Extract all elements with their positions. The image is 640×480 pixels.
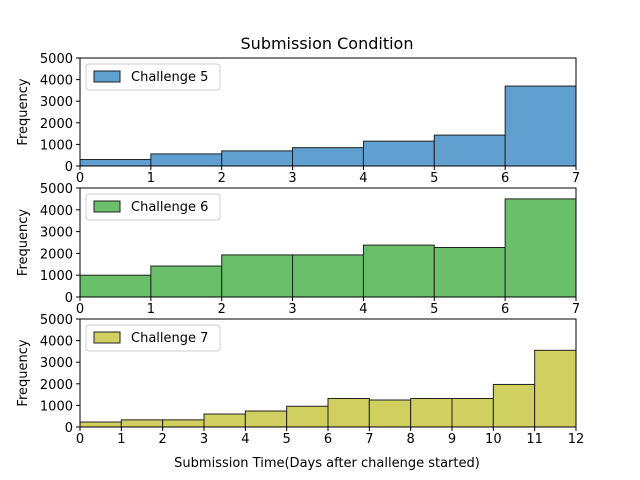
bar bbox=[292, 147, 364, 167]
y-tick-label: 2000 bbox=[40, 378, 73, 393]
legend-label: Challenge 5 bbox=[131, 70, 208, 85]
x-tick-label: 5 bbox=[430, 302, 438, 317]
y-tick-label: 0 bbox=[65, 160, 73, 175]
bar bbox=[433, 134, 506, 167]
legend-label: Challenge 6 bbox=[131, 200, 208, 215]
x-tick-label: 0 bbox=[76, 171, 84, 186]
bar bbox=[79, 274, 152, 298]
legend: Challenge 7 bbox=[85, 324, 221, 352]
bar bbox=[162, 419, 205, 428]
chart-title: Submission Condition bbox=[241, 34, 414, 53]
y-tick-label: 3000 bbox=[40, 356, 73, 371]
y-tick-label: 5000 bbox=[40, 182, 73, 197]
plot-frame bbox=[79, 57, 577, 167]
panel-challenge-7: 0 1 2 3 4 5 6 7 8 9 10 11 12010002000300040005000Fre… bbox=[16, 313, 584, 447]
x-tick-label: 4 bbox=[241, 432, 249, 447]
y-axis-label: Frequency bbox=[16, 78, 31, 145]
bar bbox=[410, 397, 453, 428]
x-tick-label: 2 bbox=[218, 302, 226, 317]
bar bbox=[362, 140, 435, 167]
bar bbox=[362, 244, 435, 298]
x-tick-label: 7 bbox=[572, 302, 580, 317]
bar bbox=[534, 349, 577, 428]
legend-swatch bbox=[93, 200, 121, 213]
bar bbox=[150, 153, 223, 167]
x-tick-label: 9 bbox=[448, 432, 456, 447]
x-tick-label: 6 bbox=[324, 432, 332, 447]
panels-group: 0 1 2 3 4 5 6 7010002000300040005000FrequencyCh… bbox=[16, 52, 584, 447]
y-tick-label: 1000 bbox=[40, 138, 73, 153]
legend-swatch bbox=[93, 331, 121, 344]
y-tick-label: 1000 bbox=[40, 399, 73, 414]
bar bbox=[368, 399, 412, 428]
x-tick-label: 1 bbox=[147, 302, 155, 317]
x-axis-label: Submission Time(Days after challenge sta… bbox=[174, 456, 480, 471]
x-tick-label: 12 bbox=[568, 432, 585, 447]
x-tick-label: 3 bbox=[288, 302, 296, 317]
bar bbox=[504, 85, 577, 167]
legend: Challenge 5 bbox=[85, 63, 221, 91]
x-tick-label: 8 bbox=[407, 432, 415, 447]
y-tick-label: 2000 bbox=[40, 117, 73, 132]
bar bbox=[244, 410, 288, 428]
legend-swatch bbox=[93, 70, 121, 83]
bar bbox=[221, 150, 294, 167]
y-tick-label: 4000 bbox=[40, 204, 73, 219]
x-tick-label: 11 bbox=[526, 432, 543, 447]
bar bbox=[79, 159, 152, 167]
y-tick-label: 0 bbox=[65, 421, 73, 436]
x-tick-label: 5 bbox=[283, 432, 291, 447]
x-tick-label: 3 bbox=[288, 171, 296, 186]
x-tick-label: 2 bbox=[159, 432, 167, 447]
x-tick-label: 3 bbox=[200, 432, 208, 447]
x-tick-label: 6 bbox=[501, 302, 509, 317]
bar bbox=[451, 397, 494, 428]
bar bbox=[221, 254, 294, 298]
x-tick-label: 0 bbox=[76, 432, 84, 447]
x-tick-label: 1 bbox=[147, 171, 155, 186]
bar bbox=[292, 254, 364, 298]
x-tick-label: 0 bbox=[76, 302, 84, 317]
y-tick-label: 2000 bbox=[40, 247, 73, 262]
bar bbox=[327, 397, 370, 428]
legend: Challenge 6 bbox=[85, 193, 221, 221]
x-tick-label: 7 bbox=[572, 171, 580, 186]
y-tick-label: 3000 bbox=[40, 226, 73, 241]
panel-challenge-6: 0 1 2 3 4 5 6 7 0 1000 2000 3000 4000 5000 Frequency Ch… bbox=[16, 182, 580, 317]
bar bbox=[79, 421, 122, 428]
x-tick-label: 10 bbox=[485, 432, 502, 447]
y-tick-label: 0 bbox=[65, 291, 73, 306]
y-tick-label: 4000 bbox=[40, 335, 73, 350]
plot-frame bbox=[79, 187, 577, 298]
x-tick-label: 1 bbox=[117, 432, 125, 447]
y-axis-label: Frequency bbox=[16, 339, 31, 406]
bar bbox=[504, 198, 577, 298]
panel-challenge-5: 0 1 2 3 4 5 6 7 0 1000 2000 3000 4000 5000 Frequency Ch… bbox=[16, 52, 580, 186]
y-tick-label: 3000 bbox=[40, 95, 73, 110]
x-tick-label: 7 bbox=[365, 432, 373, 447]
y-tick-label: 1000 bbox=[40, 269, 73, 284]
legend-label: Challenge 7 bbox=[131, 331, 208, 346]
y-tick-label: 5000 bbox=[40, 313, 73, 328]
bar bbox=[203, 413, 246, 428]
bar bbox=[286, 405, 329, 428]
y-tick-label: 5000 bbox=[40, 52, 73, 67]
x-tick-label: 2 bbox=[218, 171, 226, 186]
x-tick-label: 4 bbox=[359, 302, 367, 317]
x-tick-label: 6 bbox=[501, 171, 509, 186]
bar bbox=[433, 247, 506, 298]
x-tick-label: 4 bbox=[359, 171, 367, 186]
y-axis-label: Frequency bbox=[16, 209, 31, 276]
bar bbox=[150, 265, 223, 298]
y-tick-label: 4000 bbox=[40, 74, 73, 89]
bar bbox=[492, 383, 536, 428]
bar bbox=[120, 419, 164, 428]
x-tick-label: 5 bbox=[430, 171, 438, 186]
